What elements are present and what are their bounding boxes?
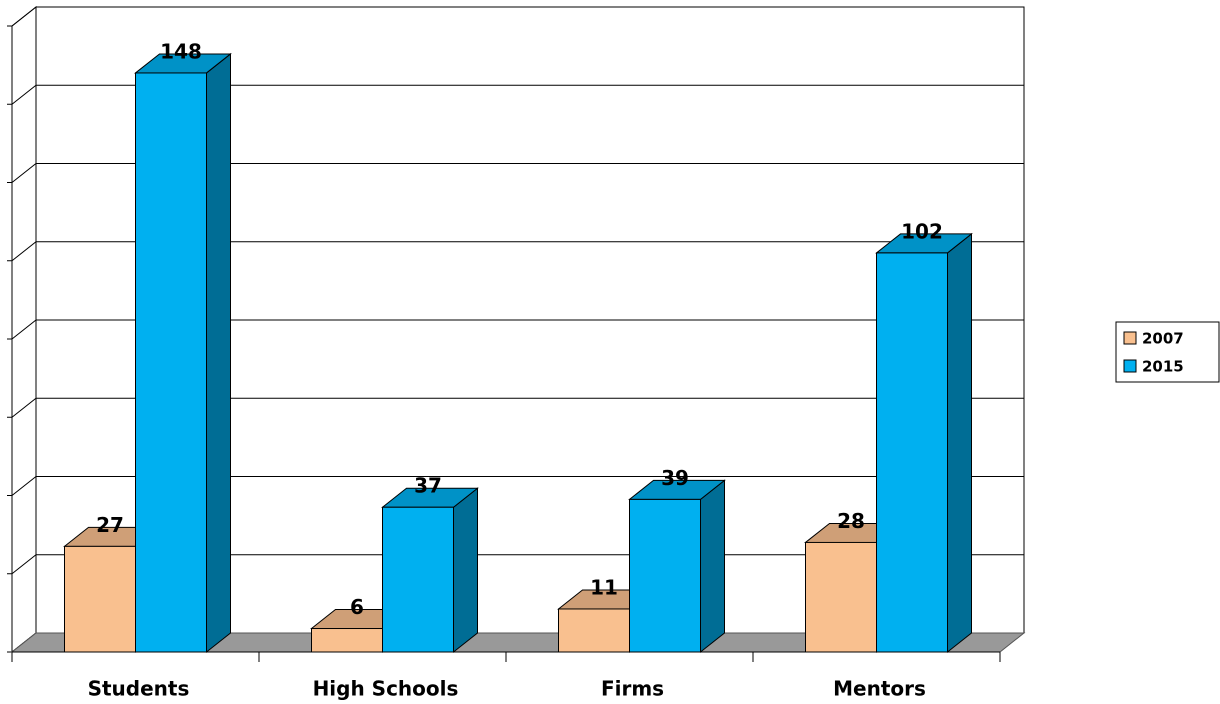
data-label: 39 — [661, 466, 689, 490]
grid-line — [11, 397, 1024, 418]
x-tick-label: Mentors — [833, 677, 926, 701]
legend: 2007 2015 — [1115, 321, 1220, 383]
bar-front — [558, 608, 630, 653]
bar-side — [700, 479, 725, 654]
bar — [875, 232, 973, 654]
bar — [381, 487, 479, 654]
x-tick-label: Firms — [601, 677, 664, 701]
legend-label: 2007 — [1142, 330, 1184, 348]
bar — [134, 52, 232, 654]
grid-line — [11, 6, 1024, 27]
data-label: 28 — [837, 509, 865, 533]
legend-label: 2015 — [1142, 358, 1184, 376]
x-tick-label: Students — [88, 677, 190, 701]
x-tick-label: High Schools — [313, 677, 459, 701]
plot-area — [7, 5, 1026, 662]
data-label: 6 — [350, 595, 364, 619]
bar-front — [64, 545, 136, 653]
bar-front — [382, 506, 454, 653]
bar-side — [947, 232, 972, 654]
grid-line — [11, 319, 1024, 340]
data-label: 37 — [414, 474, 442, 498]
data-label: 148 — [160, 39, 202, 63]
grid-line — [11, 163, 1024, 183]
grid-line — [11, 84, 1024, 105]
grid-line — [11, 476, 1024, 496]
grid-line — [11, 241, 1024, 262]
bar-side — [206, 52, 231, 654]
legend-swatch — [1123, 359, 1137, 373]
bar-front — [629, 498, 701, 653]
data-label: 11 — [590, 575, 618, 599]
bar-front — [311, 628, 383, 653]
bar-front — [135, 72, 207, 653]
bar-side — [453, 487, 478, 654]
bar — [628, 479, 726, 654]
bar-front — [805, 541, 877, 653]
legend-swatch — [1123, 331, 1137, 345]
data-label: 27 — [96, 513, 124, 537]
bar-front — [876, 252, 948, 653]
data-label: 102 — [901, 219, 943, 243]
